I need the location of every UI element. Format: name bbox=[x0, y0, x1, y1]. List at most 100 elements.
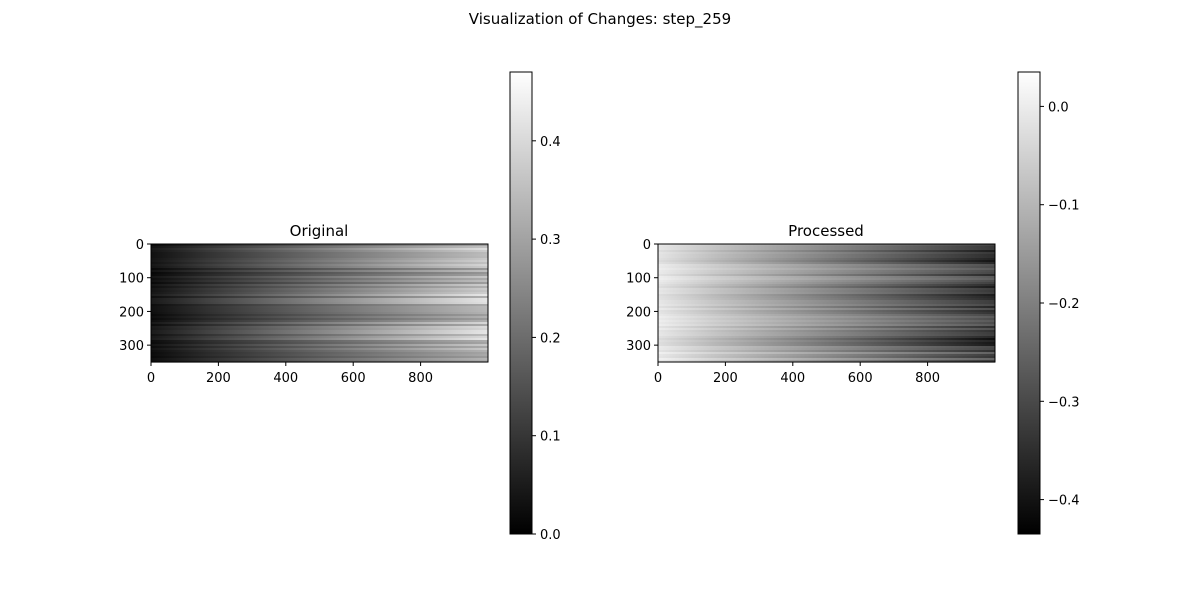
heatmap-row-band bbox=[658, 352, 995, 355]
colorbar-tick-label: 0.3 bbox=[540, 233, 561, 248]
heatmap-row-band bbox=[151, 326, 488, 329]
x-tick-label: 200 bbox=[713, 371, 738, 386]
y-tick-label: 200 bbox=[119, 305, 144, 320]
heatmap-row-band bbox=[658, 308, 995, 311]
heatmap-row-band bbox=[151, 354, 488, 357]
heatmap-row-band bbox=[658, 284, 995, 287]
heatmap-row-band bbox=[658, 346, 995, 349]
heatmap-row-band bbox=[658, 252, 995, 255]
heatmap-row-band bbox=[151, 346, 488, 349]
heatmap-row-band bbox=[151, 250, 488, 253]
y-ticks-processed: 0 100 200 300 bbox=[626, 238, 658, 354]
heatmap-row-band bbox=[151, 256, 488, 259]
x-tick-label: 600 bbox=[341, 371, 366, 386]
colorbar-gradient bbox=[509, 71, 533, 535]
heatmap-row-band bbox=[151, 300, 488, 303]
heatmap-row-band bbox=[658, 344, 995, 347]
colorbar-tick-label: −0.1 bbox=[1048, 199, 1080, 214]
heatmap-row-band bbox=[151, 332, 488, 335]
heatmap-row-band bbox=[658, 310, 995, 313]
heatmap-row-band bbox=[151, 278, 488, 281]
heatmap-row-band bbox=[658, 266, 995, 269]
heatmap-row-band bbox=[658, 318, 995, 321]
heatmap-row-band bbox=[151, 262, 488, 265]
panel-processed: Processed 0 200 400 600 800 0 100 200 300 bbox=[626, 222, 996, 386]
colorbar-tick-label: −0.3 bbox=[1048, 395, 1080, 410]
heatmap-row-band bbox=[151, 270, 488, 273]
heatmap-row-band bbox=[658, 298, 995, 301]
heatmap-row-band bbox=[658, 270, 995, 273]
heatmap-row-band bbox=[151, 282, 488, 285]
colorbar-tick-label: 0.0 bbox=[1048, 100, 1069, 115]
heatmap-row-band bbox=[151, 342, 488, 345]
heatmap-row-band bbox=[658, 324, 995, 327]
heatmap-row-band bbox=[658, 342, 995, 345]
y-tick-label: 0 bbox=[643, 238, 651, 253]
heatmap-row-band bbox=[658, 280, 995, 283]
heatmap-processed bbox=[658, 244, 995, 363]
heatmap-row-band bbox=[658, 328, 995, 331]
heatmap-row-band bbox=[658, 360, 995, 363]
heatmap-row-band bbox=[151, 280, 488, 283]
heatmap-row-band bbox=[151, 292, 488, 295]
x-tick-label: 0 bbox=[654, 371, 662, 386]
heatmap-row-band bbox=[658, 336, 995, 339]
heatmap-original bbox=[151, 244, 488, 363]
heatmap-row-band bbox=[658, 290, 995, 293]
y-ticks-original: 0 100 200 300 bbox=[119, 238, 151, 354]
axes-frame-processed bbox=[657, 243, 996, 363]
heatmap-row-band bbox=[658, 334, 995, 337]
heatmap-row-band bbox=[151, 334, 488, 337]
heatmap-row-band bbox=[658, 268, 995, 271]
heatmap-row-band bbox=[658, 278, 995, 281]
colorbar-tick-label: 0.4 bbox=[540, 135, 561, 150]
heatmap-row-band bbox=[658, 312, 995, 315]
heatmap-row-band bbox=[151, 254, 488, 257]
heatmap-row-band bbox=[151, 360, 488, 363]
x-tick-label: 800 bbox=[408, 371, 433, 386]
heatmap-row-band bbox=[151, 244, 488, 247]
panel-title-original: Original bbox=[290, 222, 349, 240]
heatmap-row-band bbox=[151, 266, 488, 269]
heatmap-row-band bbox=[151, 264, 488, 267]
heatmap-row-band bbox=[658, 248, 995, 251]
colorbar-tick-label: −0.4 bbox=[1048, 494, 1080, 509]
heatmap-row-band bbox=[151, 304, 488, 307]
heatmap-row-band bbox=[151, 338, 488, 341]
heatmap-row-band bbox=[658, 256, 995, 259]
heatmap-row-band bbox=[658, 314, 995, 317]
heatmap-row-band bbox=[658, 306, 995, 309]
heatmap-row-band bbox=[151, 344, 488, 347]
heatmap-row-band bbox=[658, 260, 995, 263]
heatmap-row-band bbox=[151, 276, 488, 279]
heatmap-row-band bbox=[151, 308, 488, 311]
heatmap-row-band bbox=[151, 330, 488, 333]
heatmap-row-band bbox=[151, 350, 488, 353]
heatmap-row-band bbox=[151, 302, 488, 305]
colorbar-tick-label: −0.2 bbox=[1048, 297, 1080, 312]
heatmap-row-band bbox=[151, 318, 488, 321]
heatmap-row-band bbox=[658, 294, 995, 297]
x-tick-label: 0 bbox=[147, 371, 155, 386]
heatmap-row-band bbox=[658, 348, 995, 351]
heatmap-row-band bbox=[151, 328, 488, 331]
panel-original: Original 0 200 400 600 800 0 100 200 300 bbox=[119, 222, 489, 386]
heatmap-row-band bbox=[658, 332, 995, 335]
heatmap-row-band bbox=[658, 264, 995, 267]
heatmap-row-band bbox=[151, 352, 488, 355]
y-tick-label: 0 bbox=[136, 238, 144, 253]
figure-title: Visualization of Changes: step_259 bbox=[469, 10, 731, 29]
heatmap-row-band bbox=[658, 354, 995, 357]
colorbar-tick-label: 0.1 bbox=[540, 430, 561, 445]
heatmap-row-band bbox=[151, 358, 488, 361]
x-tick-label: 600 bbox=[848, 371, 873, 386]
heatmap-row-band bbox=[658, 258, 995, 261]
heatmap-row-band bbox=[658, 304, 995, 307]
heatmap-row-band bbox=[151, 306, 488, 309]
heatmap-row-band bbox=[658, 262, 995, 265]
heatmap-row-band bbox=[151, 294, 488, 297]
x-tick-label: 800 bbox=[915, 371, 940, 386]
heatmap-row-band bbox=[151, 310, 488, 313]
heatmap-row-band bbox=[151, 356, 488, 359]
